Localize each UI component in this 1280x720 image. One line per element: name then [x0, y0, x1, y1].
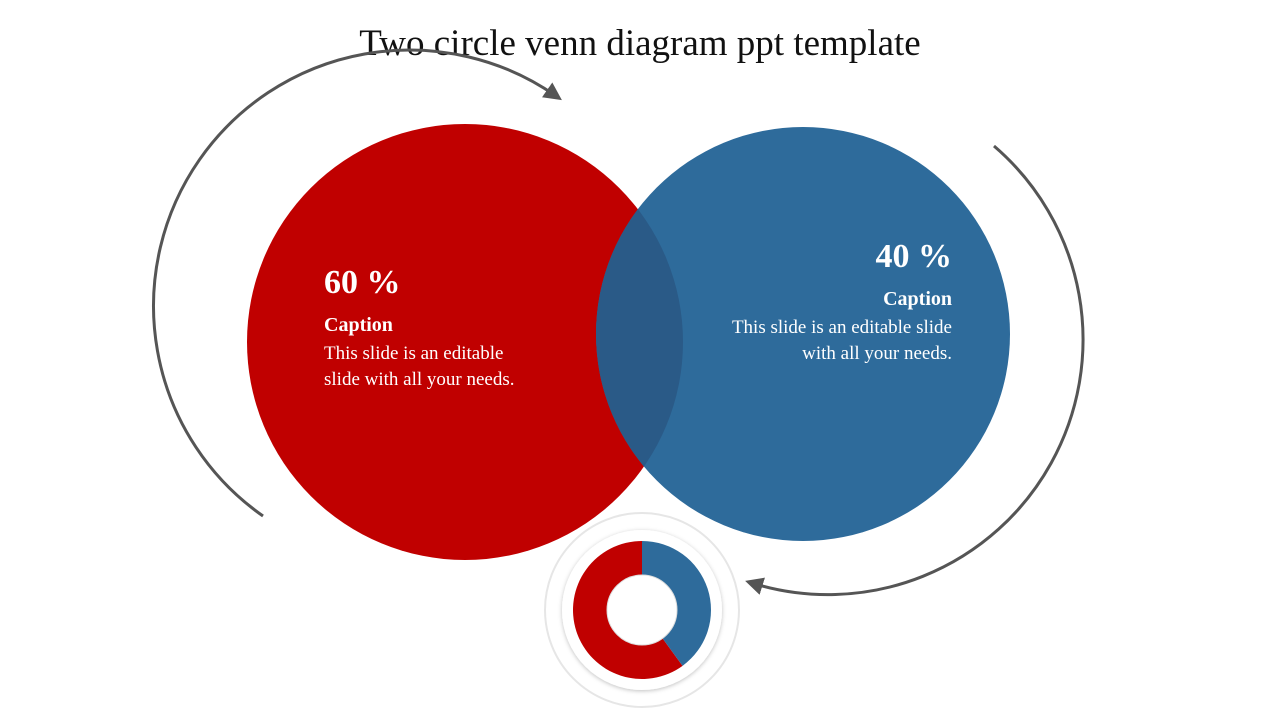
right-text-block: 40 % Caption This slide is an editable s…	[722, 238, 952, 367]
left-description: This slide is an editable slide with all…	[324, 343, 515, 390]
left-percent: 60 %	[324, 264, 401, 301]
right-caption: Caption	[883, 288, 952, 310]
right-outer-arc	[745, 144, 1085, 597]
left-text-block: 60 % Caption This slide is an editable s…	[324, 264, 544, 393]
left-outer-arc	[151, 48, 562, 518]
right-percent: 40 %	[875, 238, 953, 275]
red-circle	[247, 124, 683, 560]
left-caption: Caption	[324, 314, 393, 336]
blue-circle	[596, 127, 1010, 541]
page-title: Two circle venn diagram ppt template	[359, 23, 921, 64]
right-description: This slide is an editable slide with all…	[731, 317, 952, 364]
donut-red-segment	[572, 541, 683, 679]
donut-hole	[606, 574, 678, 646]
